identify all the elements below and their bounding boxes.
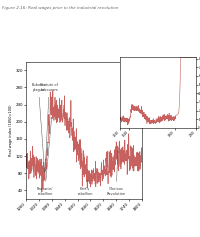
Text: Figure 2.16: Real wages prior to the industrial revolution: Figure 2.16: Real wages prior to the ind… xyxy=(2,6,118,10)
Text: Statute of
Labourers: Statute of Labourers xyxy=(40,83,58,160)
Text: Peasants'
rebellion: Peasants' rebellion xyxy=(36,117,53,196)
Text: Kett's
rebellion: Kett's rebellion xyxy=(77,180,93,196)
Text: Glorious
Revolution: Glorious Revolution xyxy=(107,151,126,196)
Y-axis label: Real wage index (1850=100): Real wage index (1850=100) xyxy=(9,105,13,156)
Text: Bubonic
plague: Bubonic plague xyxy=(31,83,46,172)
